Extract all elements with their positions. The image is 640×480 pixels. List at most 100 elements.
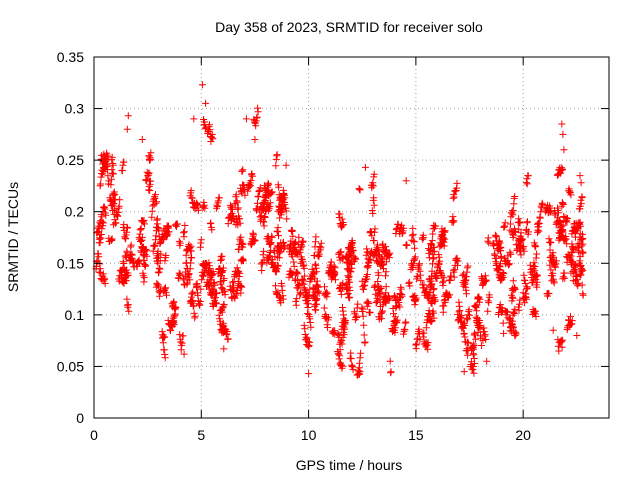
data-point: [386, 357, 394, 365]
data-point: [473, 307, 481, 315]
data-point: [236, 282, 244, 290]
data-point: [277, 211, 285, 219]
data-point: [198, 276, 206, 284]
data-point: [215, 194, 223, 202]
data-point: [239, 166, 247, 174]
data-point: [359, 305, 367, 313]
data-point: [577, 222, 585, 230]
data-point: [110, 221, 118, 229]
data-point: [152, 191, 159, 199]
data-point: [559, 336, 567, 344]
data-point: [142, 261, 150, 269]
data-point: [190, 302, 198, 310]
data-point: [280, 189, 288, 197]
data-point: [188, 254, 196, 262]
data-point: [429, 291, 437, 299]
data-point: [235, 268, 243, 276]
data-point: [394, 221, 402, 228]
data-point: [294, 249, 302, 257]
data-point: [567, 191, 575, 199]
data-point: [535, 227, 543, 235]
data-point: [516, 219, 524, 227]
data-point: [325, 313, 332, 321]
data-point: [429, 260, 436, 268]
data-point: [123, 125, 131, 133]
data-point: [315, 289, 323, 297]
data-point: [273, 151, 281, 159]
data-point: [267, 247, 275, 255]
data-point: [293, 276, 301, 284]
data-point: [515, 306, 523, 314]
data-point: [279, 295, 287, 303]
data-point: [303, 310, 311, 318]
data-point: [376, 296, 384, 304]
data-point: [237, 289, 245, 297]
data-point: [349, 366, 357, 374]
data-point: [507, 316, 515, 324]
data-point: [536, 214, 544, 222]
data-point: [331, 327, 339, 335]
data-point: [376, 313, 384, 321]
data-point: [501, 219, 509, 227]
data-point: [493, 237, 501, 245]
data-point: [138, 233, 146, 241]
data-point: [391, 313, 399, 321]
data-point: [571, 266, 579, 274]
data-point: [99, 270, 107, 278]
data-point: [197, 285, 205, 293]
data-point: [282, 161, 290, 169]
data-point: [523, 284, 531, 292]
data-point: [336, 256, 344, 264]
data-point: [224, 335, 232, 343]
data-point: [524, 172, 532, 180]
data-point: [482, 336, 490, 343]
data-point: [97, 180, 105, 188]
data-point: [447, 272, 455, 280]
data-point: [441, 296, 449, 303]
data-point: [539, 201, 547, 208]
data-point: [143, 252, 151, 260]
data-point: [302, 336, 310, 344]
data-point: [187, 247, 195, 255]
data-point: [310, 269, 318, 277]
data-point: [266, 189, 273, 197]
data-point: [313, 289, 321, 296]
data-point: [324, 324, 332, 331]
data-point: [403, 241, 411, 249]
data-point: [366, 308, 374, 316]
data-point: [321, 283, 328, 291]
data-point: [258, 212, 266, 220]
data-point: [277, 299, 285, 307]
data-point: [439, 308, 447, 316]
data-point: [573, 332, 581, 339]
data-point: [370, 194, 378, 202]
data-point: [366, 256, 374, 264]
data-point: [518, 236, 526, 244]
data-point: [336, 346, 344, 354]
data-point: [382, 283, 390, 291]
data-point: [460, 368, 468, 376]
data-point: [234, 204, 242, 212]
data-point: [311, 275, 319, 283]
axis-ticks: [93, 56, 609, 419]
data-point: [256, 213, 264, 221]
data-point: [279, 194, 287, 201]
data-point: [516, 296, 524, 304]
data-point: [297, 290, 305, 298]
data-point: [397, 294, 404, 301]
data-point: [375, 271, 383, 279]
data-point: [438, 241, 446, 249]
data-point: [402, 318, 410, 326]
data-point: [274, 224, 282, 232]
data-point: [500, 329, 508, 337]
data-point: [327, 258, 335, 266]
data-point: [482, 277, 490, 285]
data-point: [416, 260, 423, 268]
data-point: [140, 274, 148, 282]
data-point: [417, 277, 425, 285]
data-point: [477, 342, 485, 349]
data-point: [441, 227, 449, 235]
data-point: [190, 115, 198, 123]
data-point: [346, 293, 354, 301]
data-point: [307, 323, 315, 331]
